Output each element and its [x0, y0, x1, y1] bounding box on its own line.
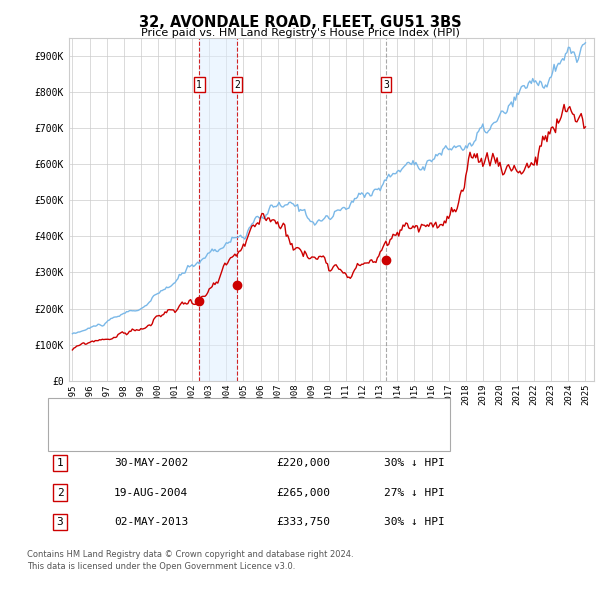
Text: 02-MAY-2013: 02-MAY-2013: [114, 517, 188, 527]
Text: £333,750: £333,750: [276, 517, 330, 527]
Text: Price paid vs. HM Land Registry's House Price Index (HPI): Price paid vs. HM Land Registry's House …: [140, 28, 460, 38]
Text: 30% ↓ HPI: 30% ↓ HPI: [384, 517, 445, 527]
Text: £265,000: £265,000: [276, 488, 330, 497]
Text: ——: ——: [57, 405, 74, 419]
Text: 30% ↓ HPI: 30% ↓ HPI: [384, 458, 445, 468]
Text: 1: 1: [196, 80, 202, 90]
Text: Contains HM Land Registry data © Crown copyright and database right 2024.: Contains HM Land Registry data © Crown c…: [27, 550, 353, 559]
Text: This data is licensed under the Open Government Licence v3.0.: This data is licensed under the Open Gov…: [27, 562, 295, 571]
Text: 1: 1: [56, 458, 64, 468]
Text: £220,000: £220,000: [276, 458, 330, 468]
Text: 32, AVONDALE ROAD, FLEET, GU51 3BS: 32, AVONDALE ROAD, FLEET, GU51 3BS: [139, 15, 461, 30]
Text: 3: 3: [383, 80, 389, 90]
Text: 27% ↓ HPI: 27% ↓ HPI: [384, 488, 445, 497]
Text: 32, AVONDALE ROAD, FLEET, GU51 3BS (detached house): 32, AVONDALE ROAD, FLEET, GU51 3BS (deta…: [81, 407, 400, 417]
Text: 2: 2: [234, 80, 240, 90]
Text: ——: ——: [57, 431, 74, 445]
Text: 19-AUG-2004: 19-AUG-2004: [114, 488, 188, 497]
Bar: [199, 38, 237, 381]
Text: 3: 3: [56, 517, 64, 527]
Text: HPI: Average price, detached house, Hart: HPI: Average price, detached house, Hart: [81, 433, 331, 442]
Text: 2: 2: [56, 488, 64, 497]
Text: 30-MAY-2002: 30-MAY-2002: [114, 458, 188, 468]
